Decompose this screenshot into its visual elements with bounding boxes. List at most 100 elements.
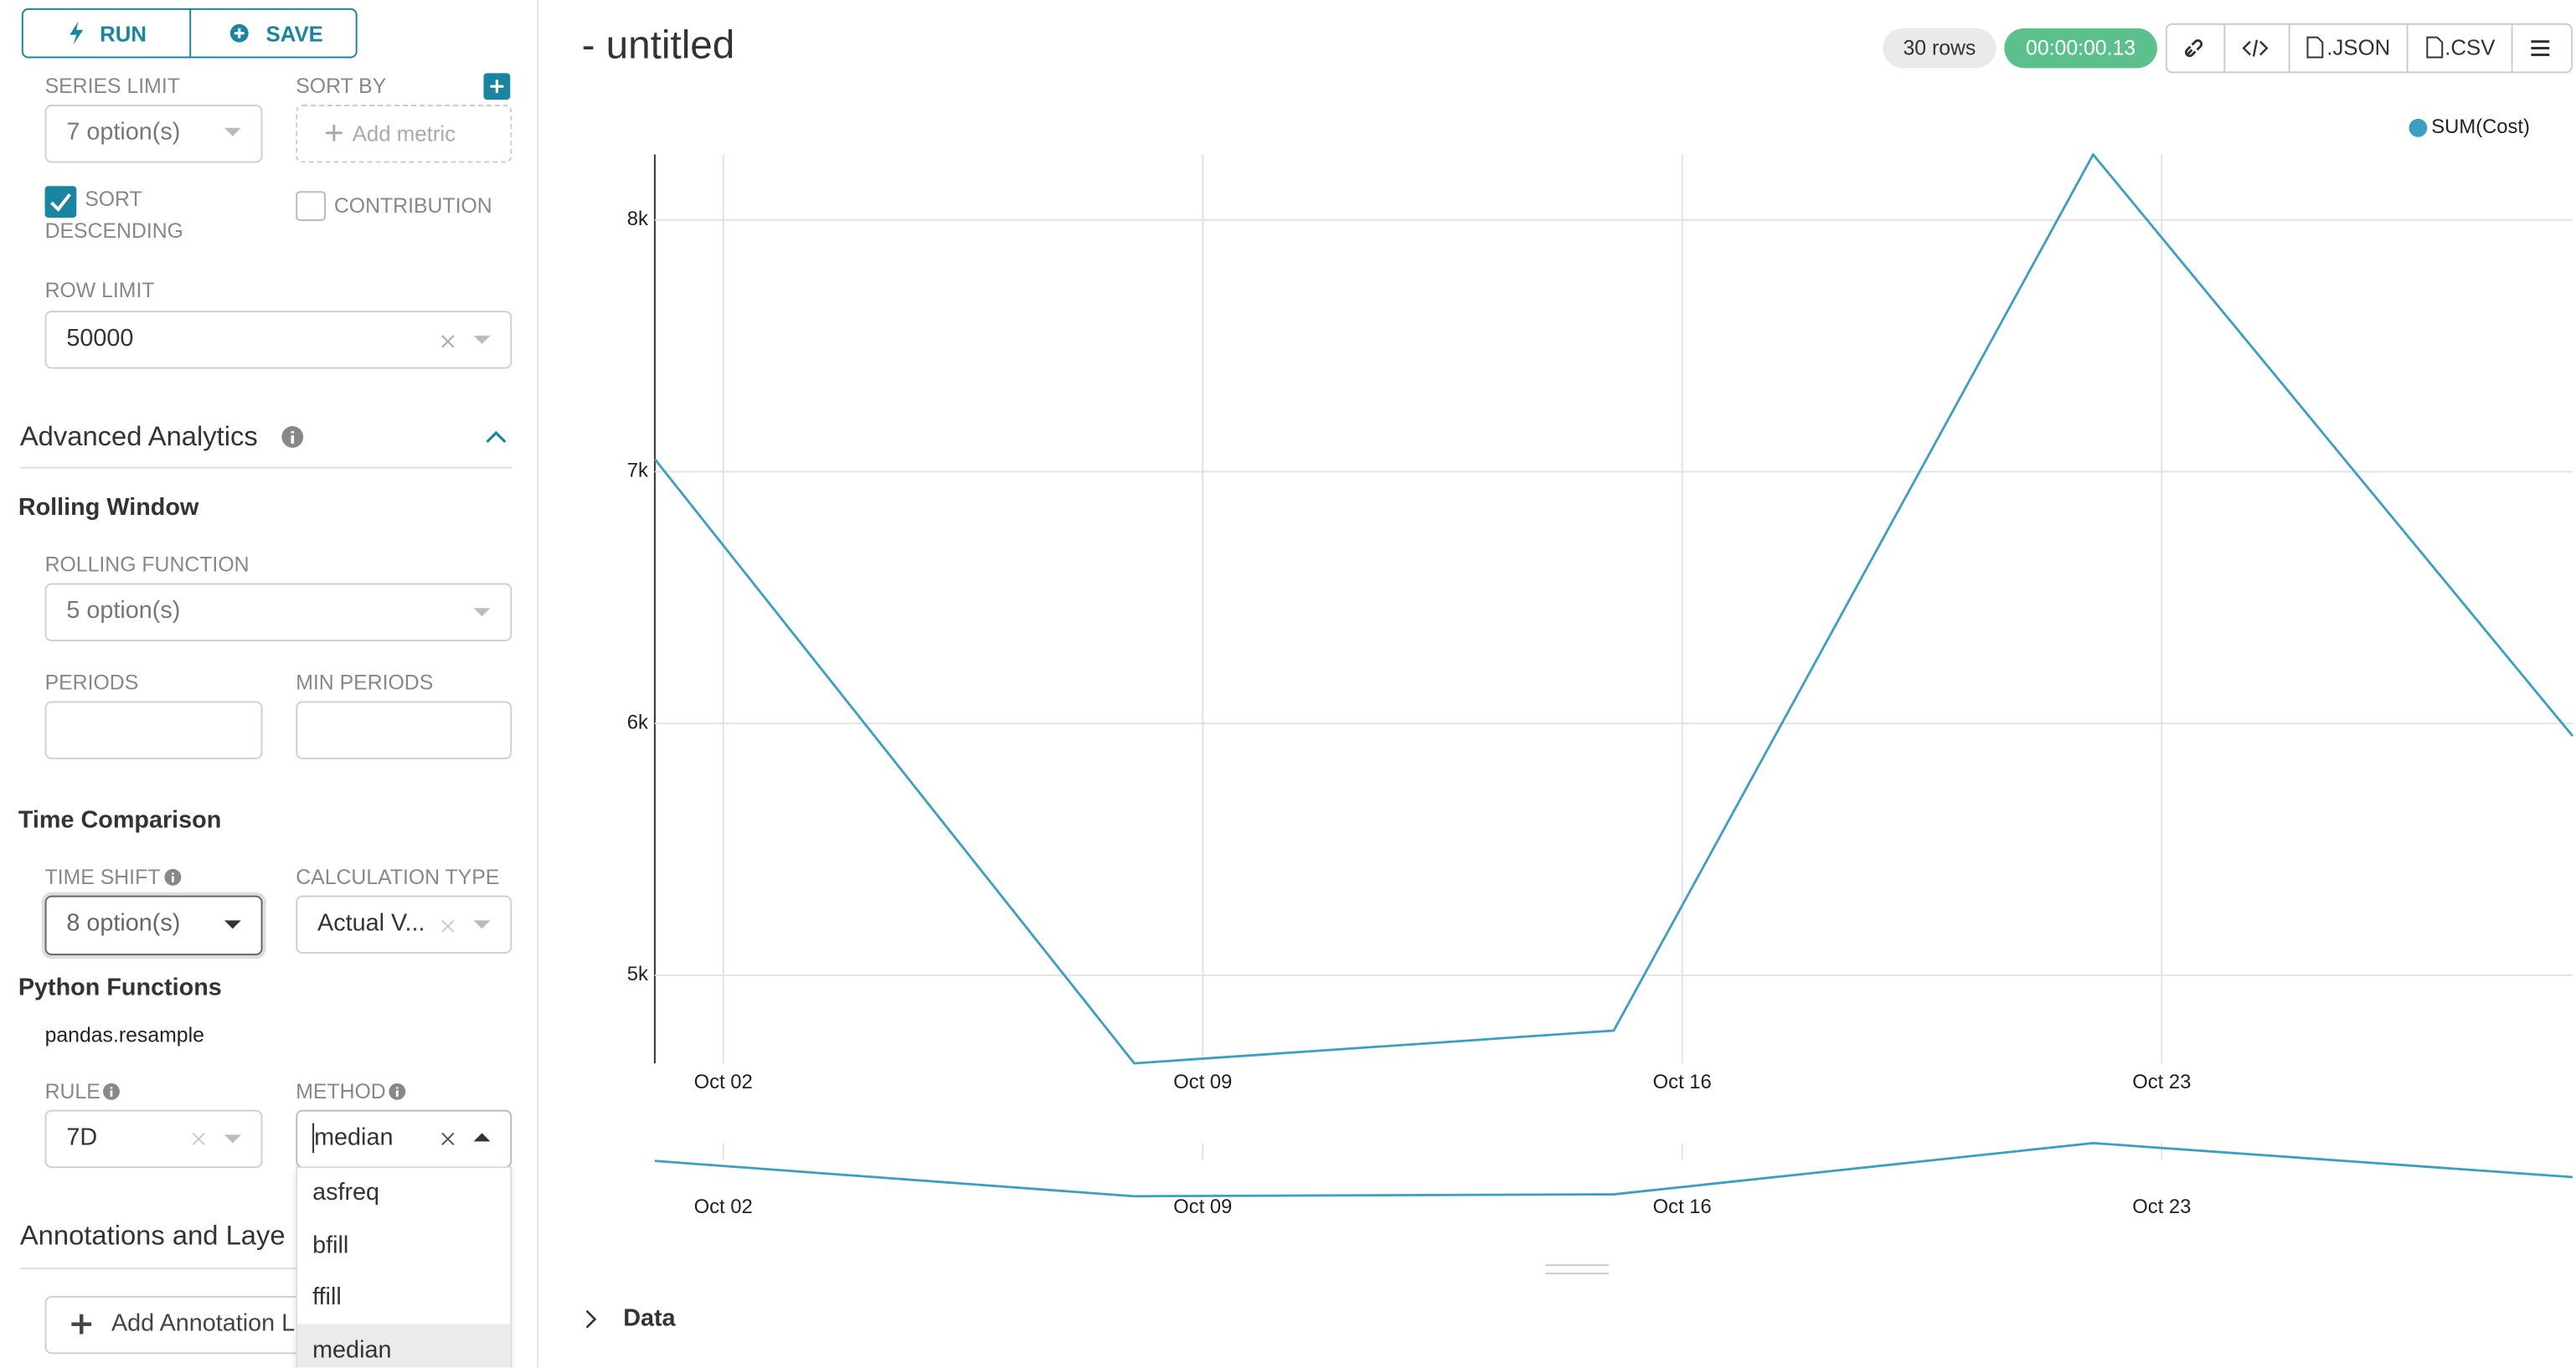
plus-icon [71, 1314, 92, 1335]
collapse-icon[interactable] [485, 430, 507, 444]
divider [19, 466, 513, 469]
x-tick-label: Oct 02 [694, 1071, 753, 1093]
input[interactable]: 50000 [44, 311, 513, 369]
select[interactable]: Actual V... [296, 895, 513, 954]
option-highlight [297, 1324, 511, 1368]
select[interactable]: 7D [44, 1109, 263, 1169]
add-sort-button[interactable] [483, 73, 511, 100]
label: ROW LIMIT [44, 279, 155, 303]
option[interactable]: ffill [312, 1284, 342, 1311]
clear-icon[interactable] [441, 919, 456, 933]
x-tick-label: Oct 16 [1653, 1196, 1712, 1218]
resize-handle[interactable] [1545, 1264, 1609, 1275]
save-icon [229, 23, 249, 43]
plus-icon [325, 124, 343, 141]
label: SORT [85, 188, 142, 212]
label: METHOD [296, 1079, 386, 1103]
caret [473, 608, 491, 617]
file-icon [2426, 36, 2444, 59]
caret [473, 335, 491, 344]
divider [2288, 23, 2290, 74]
placeholder: Add metric [352, 121, 456, 147]
text-cursor [312, 1123, 315, 1154]
label: MIN PERIODS [296, 671, 434, 695]
add-metric[interactable] [296, 105, 513, 163]
input[interactable] [296, 701, 513, 759]
run-button[interactable]: RUN [100, 21, 147, 47]
y-tick-label: 5k [627, 963, 648, 985]
timer: 00:00:00.13 [2004, 28, 2157, 69]
x-tick-label: Oct 09 [1173, 1071, 1232, 1093]
label: SERIES LIMIT [44, 75, 180, 99]
line [653, 152, 2574, 1065]
csv-button[interactable]: .CSV [2445, 34, 2496, 60]
x-tick-label: Oct 09 [1173, 1196, 1232, 1218]
subsection-title: Time Comparison [18, 807, 222, 835]
caret [224, 920, 241, 929]
divider [2223, 23, 2226, 74]
x-tick-label: Oct 16 [1653, 1071, 1712, 1093]
option[interactable]: bfill [312, 1232, 349, 1260]
save-button[interactable]: SAVE [265, 21, 323, 47]
input[interactable] [44, 701, 263, 759]
section-title[interactable]: Advanced Analytics [19, 422, 258, 452]
label: SORT BY [296, 75, 387, 99]
label: ROLLING FUNCTION [44, 553, 250, 577]
clear-icon[interactable] [192, 1132, 206, 1146]
select[interactable]: 5 option(s) [44, 583, 513, 642]
add-annotation-button[interactable]: Add Annotation L [44, 1295, 312, 1355]
clear-icon[interactable] [441, 335, 456, 349]
subsection-title: Rolling Window [18, 495, 199, 522]
info-icon [164, 868, 182, 886]
caret [224, 1134, 241, 1144]
info-icon [103, 1083, 120, 1100]
section-title[interactable]: Annotations and Laye [19, 1221, 286, 1252]
option[interactable]: asfreq [312, 1179, 380, 1206]
caret [224, 127, 241, 136]
label: TIME SHIFT [44, 865, 161, 889]
clear-icon[interactable] [441, 1132, 456, 1146]
label: DESCENDING [44, 219, 183, 243]
legend-label: SUM(Cost) [2431, 116, 2530, 138]
brush-line [654, 1141, 2573, 1198]
json-button[interactable]: .JSON [2326, 34, 2391, 60]
caret [473, 1133, 491, 1142]
file-icon [2306, 36, 2324, 59]
divider [19, 1268, 513, 1270]
label: CALCULATION TYPE [296, 865, 500, 889]
data-toggle[interactable]: Data [623, 1305, 676, 1333]
select[interactable]: 7 option(s) [44, 105, 263, 163]
x-tick-label: Oct 23 [2132, 1071, 2191, 1093]
label: PERIODS [44, 671, 139, 695]
select-focused[interactable]: 8 option(s) [44, 895, 263, 956]
row-count: 30 rows [1883, 28, 1996, 69]
y-tick-label: 7k [627, 460, 648, 482]
y-tick-label: 8k [627, 208, 648, 230]
panel-divider [536, 0, 538, 1368]
action-buttons [2165, 23, 2573, 74]
expand-icon[interactable] [585, 1309, 599, 1329]
run-icon [70, 21, 84, 45]
x-tick-label: Oct 23 [2132, 1196, 2191, 1218]
label: CONTRIBUTION [333, 194, 492, 218]
menu-button[interactable] [2531, 40, 2550, 57]
caret [473, 920, 491, 929]
info-icon [281, 426, 304, 448]
divider [2511, 23, 2513, 74]
function-name: pandas.resample [44, 1023, 204, 1047]
x-tick-label: Oct 02 [694, 1196, 753, 1218]
subsection-title: Python Functions [18, 975, 222, 1002]
divider [189, 8, 192, 59]
option[interactable]: median [312, 1337, 392, 1365]
checkbox[interactable] [296, 191, 327, 223]
label: RULE [44, 1079, 100, 1103]
legend-marker [2409, 118, 2428, 137]
divider [2406, 23, 2409, 74]
embed-button[interactable] [2242, 39, 2269, 57]
link-button[interactable] [2184, 39, 2204, 59]
checkbox-checked[interactable] [44, 186, 77, 218]
chart-title[interactable]: - untitled [581, 23, 735, 69]
